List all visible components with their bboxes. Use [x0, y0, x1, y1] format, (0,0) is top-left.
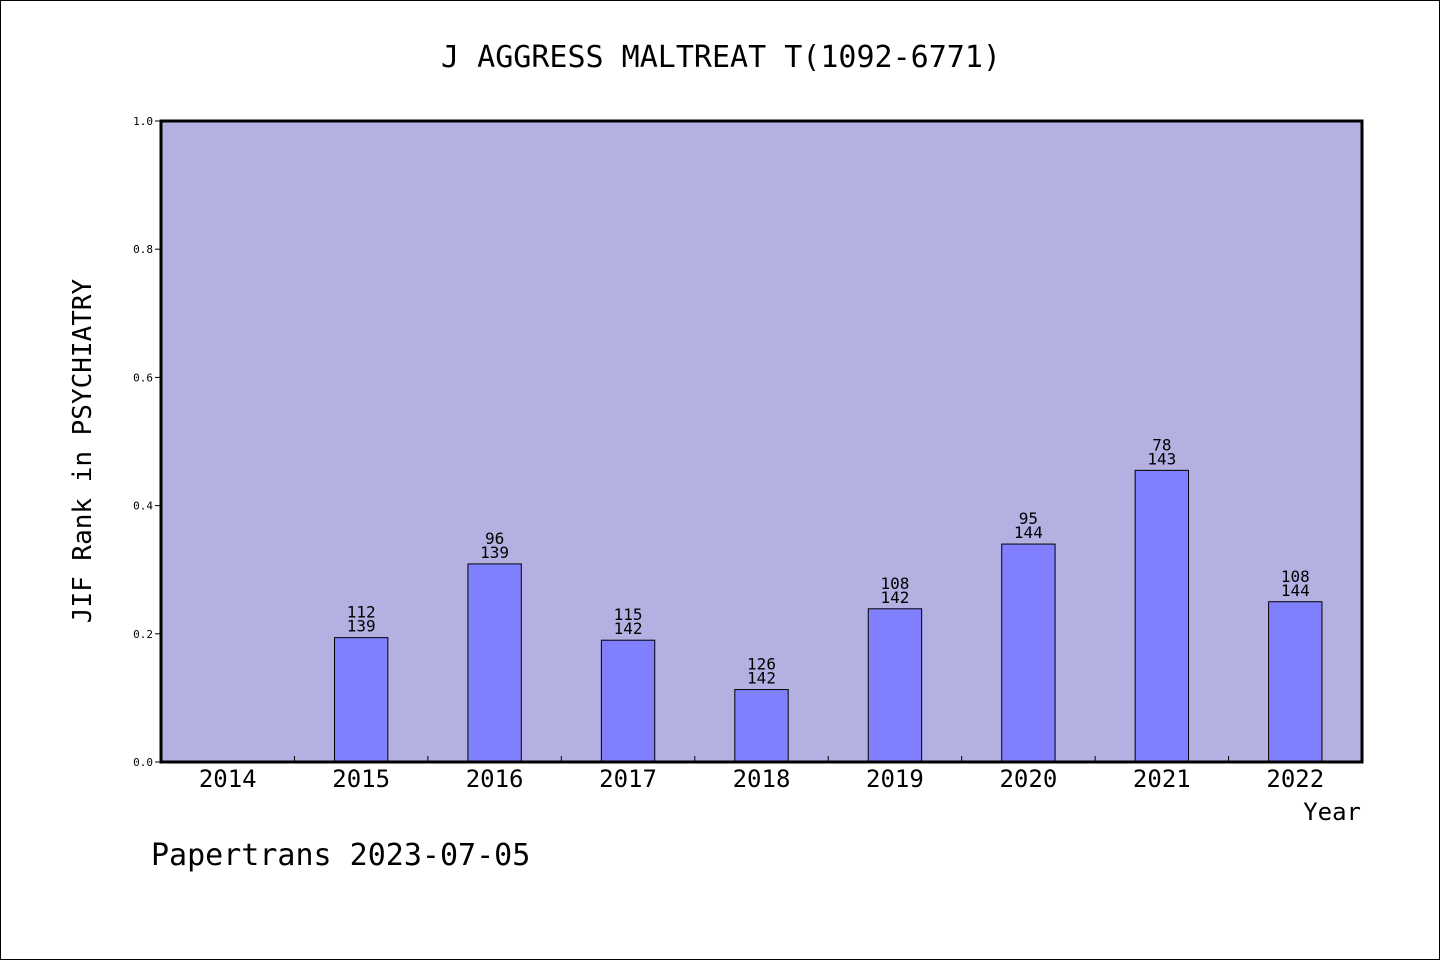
x-tick-label: 2014: [199, 765, 257, 793]
bar-rank-label: 108: [1281, 567, 1310, 586]
x-axis: 2014 2015 2016 2017 2018 2019 2020 2021 2022: [199, 756, 1324, 793]
bar-total-label: 142: [747, 669, 776, 688]
y-axis-label: JIF Rank in PSYCHIATRY: [68, 278, 98, 623]
bar-2020: [1001, 543, 1056, 763]
plot-border: [159, 119, 1364, 764]
x-tick-label: 2022: [1266, 765, 1324, 793]
y-tick-label: 0.6: [133, 371, 153, 384]
bar-2019: [867, 608, 923, 763]
bar-rank-label: 108: [880, 574, 909, 593]
bar-2022: [1268, 601, 1323, 763]
y-tick-label: 0.8: [133, 243, 153, 256]
bar-2016: [467, 563, 522, 763]
bar-2015: [333, 637, 389, 763]
bar-total-label: 139: [480, 543, 509, 562]
bar-rank-label: 96: [485, 529, 504, 548]
x-axis-label: Year: [1303, 798, 1361, 826]
bar-total-label: 144: [1014, 523, 1043, 542]
x-tick-label: 2017: [599, 765, 657, 793]
x-tick-label: 2020: [999, 765, 1057, 793]
x-tick-label: 2019: [866, 765, 924, 793]
bar-2018: [734, 689, 789, 763]
bar-total-label: 143: [1147, 449, 1176, 468]
bar-labels: 1121399613911514212614210814295144781431…: [347, 435, 1310, 687]
bar-total-label: 142: [614, 619, 643, 638]
bar-total-label: 144: [1281, 581, 1310, 600]
x-tick-label: 2016: [466, 765, 524, 793]
y-axis: 0.0 0.2 0.4 0.6 0.8 1.0: [133, 115, 161, 769]
bar-2017: [600, 639, 656, 763]
y-tick-label: 0.2: [133, 628, 153, 641]
chart-title: J AGGRESS MALTREAT T(1092-6771): [441, 40, 1001, 75]
footer-text: Papertrans 2023-07-05: [151, 838, 530, 873]
bar-2021: [1134, 469, 1190, 763]
bar-rank-label: 115: [614, 605, 643, 624]
x-tick-label: 2018: [733, 765, 791, 793]
bar-series: [333, 469, 1323, 763]
bar-rank-label: 112: [347, 603, 376, 622]
bar-rank-label: 95: [1019, 509, 1038, 528]
bar-rank-label: 126: [747, 655, 776, 674]
x-tick-label: 2015: [332, 765, 390, 793]
bar-total-label: 139: [347, 617, 376, 636]
bar-rank-label: 78: [1152, 435, 1171, 454]
x-tick-label: 2021: [1133, 765, 1191, 793]
y-tick-label: 1.0: [133, 115, 153, 128]
y-tick-label: 0.0: [133, 756, 153, 769]
bar-total-label: 142: [880, 588, 909, 607]
y-tick-label: 0.4: [133, 500, 153, 513]
